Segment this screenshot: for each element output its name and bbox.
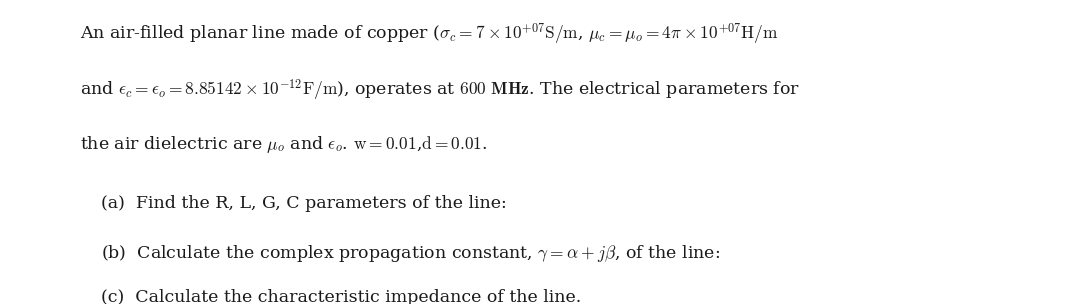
Text: and $\epsilon_c=\epsilon_o=8.85142\times10^{-12}\mathrm{F/m}$), operates at $\ma: and $\epsilon_c=\epsilon_o=8.85142\times…	[80, 78, 800, 103]
Text: An air-filled planar line made of copper ($\sigma_c=7\times10^{+07}\mathrm{S/m}$: An air-filled planar line made of copper…	[80, 21, 778, 46]
Text: (c)  Calculate the characteristic impedance of the line.: (c) Calculate the characteristic impedan…	[101, 289, 582, 304]
Text: (b)  Calculate the complex propagation constant, $\gamma=\alpha+j\beta$, of the : (b) Calculate the complex propagation co…	[101, 243, 721, 264]
Text: (a)  Find the R, L, G, C parameters of the line:: (a) Find the R, L, G, C parameters of th…	[101, 195, 507, 212]
Text: the air dielectric are $\mu_o$ and $\epsilon_o$. $\mathrm{w{=}0.01}$,$\mathrm{d{: the air dielectric are $\mu_o$ and $\eps…	[80, 134, 487, 155]
